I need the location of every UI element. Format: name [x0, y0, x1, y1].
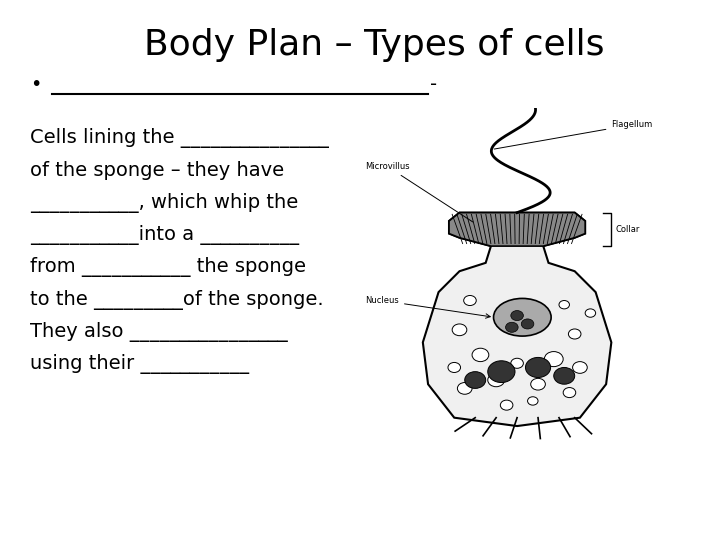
Text: Body Plan – Types of cells: Body Plan – Types of cells	[144, 28, 605, 62]
Circle shape	[554, 367, 575, 384]
Circle shape	[559, 300, 570, 309]
Circle shape	[464, 372, 486, 388]
Text: ___________, which whip the: ___________, which whip the	[30, 193, 298, 213]
Text: -: -	[431, 75, 438, 94]
Text: ___________into a __________: ___________into a __________	[30, 225, 300, 245]
Circle shape	[585, 309, 595, 317]
Circle shape	[500, 400, 513, 410]
Circle shape	[472, 348, 489, 362]
Circle shape	[510, 358, 523, 368]
Circle shape	[487, 361, 515, 382]
Circle shape	[464, 295, 476, 306]
Text: of the sponge – they have: of the sponge – they have	[30, 161, 284, 180]
Text: using their ___________: using their ___________	[30, 354, 249, 374]
Text: Collar: Collar	[616, 225, 640, 234]
Circle shape	[563, 388, 576, 397]
Circle shape	[526, 357, 551, 377]
PathPatch shape	[423, 213, 611, 426]
Text: from ___________ the sponge: from ___________ the sponge	[30, 258, 306, 278]
Circle shape	[487, 373, 505, 387]
Text: Nucleus: Nucleus	[365, 296, 490, 318]
Circle shape	[521, 319, 534, 329]
Circle shape	[505, 322, 518, 332]
Circle shape	[568, 329, 581, 339]
Circle shape	[531, 379, 545, 390]
Circle shape	[544, 352, 563, 367]
Circle shape	[448, 362, 461, 373]
Text: Cells lining the _______________: Cells lining the _______________	[30, 129, 329, 148]
Ellipse shape	[493, 299, 551, 336]
Circle shape	[572, 362, 588, 373]
Circle shape	[510, 310, 523, 321]
Text: to the _________of the sponge.: to the _________of the sponge.	[30, 289, 324, 309]
Text: They also ________________: They also ________________	[30, 322, 288, 342]
Text: Microvillus: Microvillus	[365, 162, 473, 222]
Text: Flagellum: Flagellum	[494, 120, 652, 149]
Text: •: •	[30, 75, 42, 94]
Circle shape	[528, 397, 538, 405]
Circle shape	[452, 324, 467, 336]
Circle shape	[457, 382, 472, 394]
PathPatch shape	[449, 213, 585, 246]
